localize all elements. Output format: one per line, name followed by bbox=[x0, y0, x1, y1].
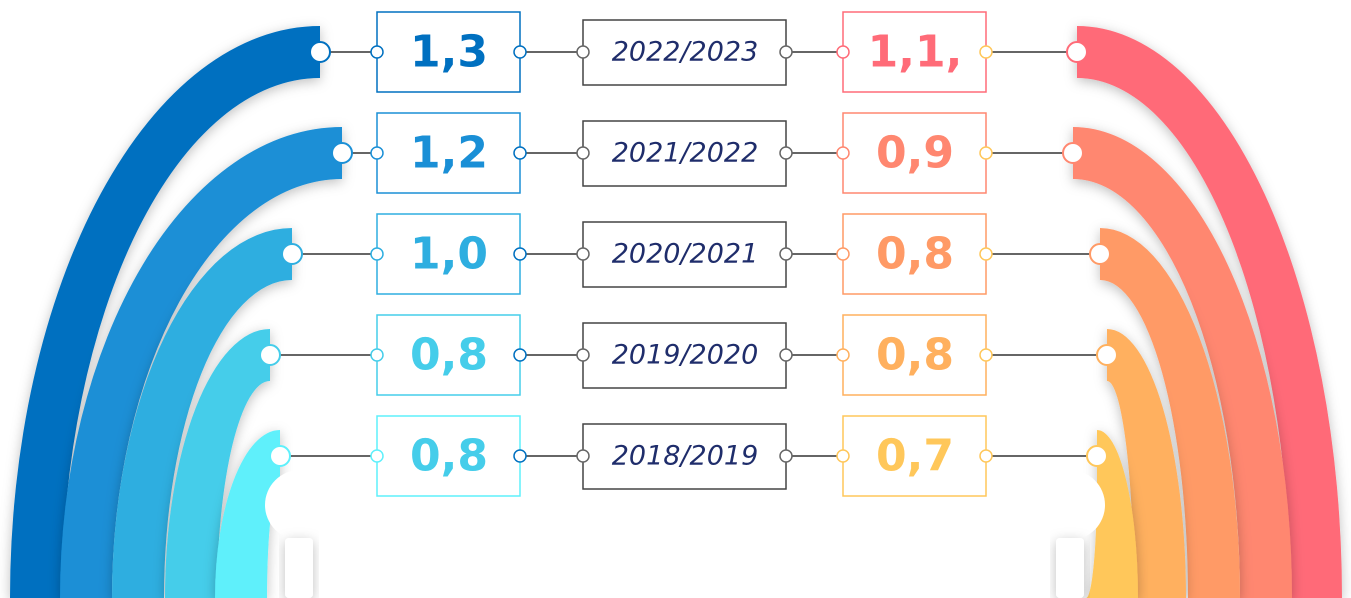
arc-end bbox=[1066, 41, 1088, 63]
year: 2020/2021 bbox=[612, 239, 759, 270]
year: 2022/2023 bbox=[612, 37, 759, 68]
node bbox=[836, 247, 850, 261]
value-box bbox=[376, 11, 521, 93]
right-value: 0,9 bbox=[876, 128, 954, 179]
node bbox=[836, 348, 850, 362]
node bbox=[779, 45, 793, 59]
right-value: 1,1, bbox=[868, 27, 963, 78]
node bbox=[979, 45, 993, 59]
node bbox=[836, 146, 850, 160]
arc-end bbox=[309, 41, 331, 63]
node bbox=[836, 45, 850, 59]
arc-end bbox=[1062, 142, 1084, 164]
node bbox=[513, 146, 527, 160]
node bbox=[370, 348, 384, 362]
node bbox=[576, 348, 590, 362]
right-value: 0,8 bbox=[876, 229, 954, 280]
node bbox=[979, 247, 993, 261]
value-box bbox=[842, 11, 987, 93]
node bbox=[836, 449, 850, 463]
base bbox=[1035, 470, 1105, 540]
value-box bbox=[842, 415, 987, 497]
node bbox=[370, 146, 384, 160]
node bbox=[576, 146, 590, 160]
node bbox=[370, 45, 384, 59]
left-arc bbox=[60, 127, 342, 598]
node bbox=[576, 449, 590, 463]
node bbox=[779, 146, 793, 160]
node bbox=[370, 449, 384, 463]
right-arc bbox=[1086, 430, 1138, 598]
left-value: 1,2 bbox=[410, 128, 488, 179]
arc-end bbox=[281, 243, 303, 265]
left-value: 0,8 bbox=[410, 330, 488, 381]
arc-end bbox=[259, 344, 281, 366]
year-box bbox=[582, 221, 787, 288]
left-arc bbox=[165, 329, 270, 598]
node bbox=[513, 45, 527, 59]
base bbox=[1056, 538, 1084, 598]
year: 2021/2022 bbox=[612, 138, 759, 169]
base bbox=[285, 538, 313, 598]
node bbox=[513, 449, 527, 463]
right-arc bbox=[1077, 26, 1342, 598]
arc-end bbox=[331, 142, 353, 164]
node bbox=[576, 45, 590, 59]
value-box bbox=[842, 314, 987, 396]
year: 2019/2020 bbox=[612, 340, 759, 371]
node bbox=[979, 348, 993, 362]
node bbox=[370, 247, 384, 261]
node bbox=[779, 449, 793, 463]
year-box bbox=[582, 423, 787, 490]
year: 2018/2019 bbox=[612, 441, 759, 472]
node bbox=[779, 348, 793, 362]
arc-end bbox=[269, 445, 291, 467]
left-arc bbox=[215, 430, 280, 598]
node bbox=[779, 247, 793, 261]
value-box bbox=[842, 213, 987, 295]
right-value: 0,7 bbox=[876, 431, 954, 482]
left-arc bbox=[112, 228, 292, 598]
left-value: 1,3 bbox=[410, 27, 488, 78]
left-arc bbox=[10, 26, 320, 598]
right-value: 0,8 bbox=[876, 330, 954, 381]
year-box bbox=[582, 19, 787, 86]
arc-end bbox=[1086, 445, 1108, 467]
node bbox=[576, 247, 590, 261]
node bbox=[513, 348, 527, 362]
year-box bbox=[582, 322, 787, 389]
arc-end bbox=[1096, 344, 1118, 366]
node bbox=[979, 146, 993, 160]
node bbox=[513, 247, 527, 261]
base bbox=[265, 470, 335, 540]
right-arc bbox=[1100, 228, 1240, 598]
left-value: 1,0 bbox=[410, 229, 488, 280]
node bbox=[979, 449, 993, 463]
left-value: 0,8 bbox=[410, 431, 488, 482]
right-arc bbox=[1107, 329, 1186, 598]
value-box bbox=[842, 112, 987, 194]
arc-end bbox=[1089, 243, 1111, 265]
right-arc bbox=[1073, 127, 1292, 598]
value-box bbox=[376, 314, 521, 396]
